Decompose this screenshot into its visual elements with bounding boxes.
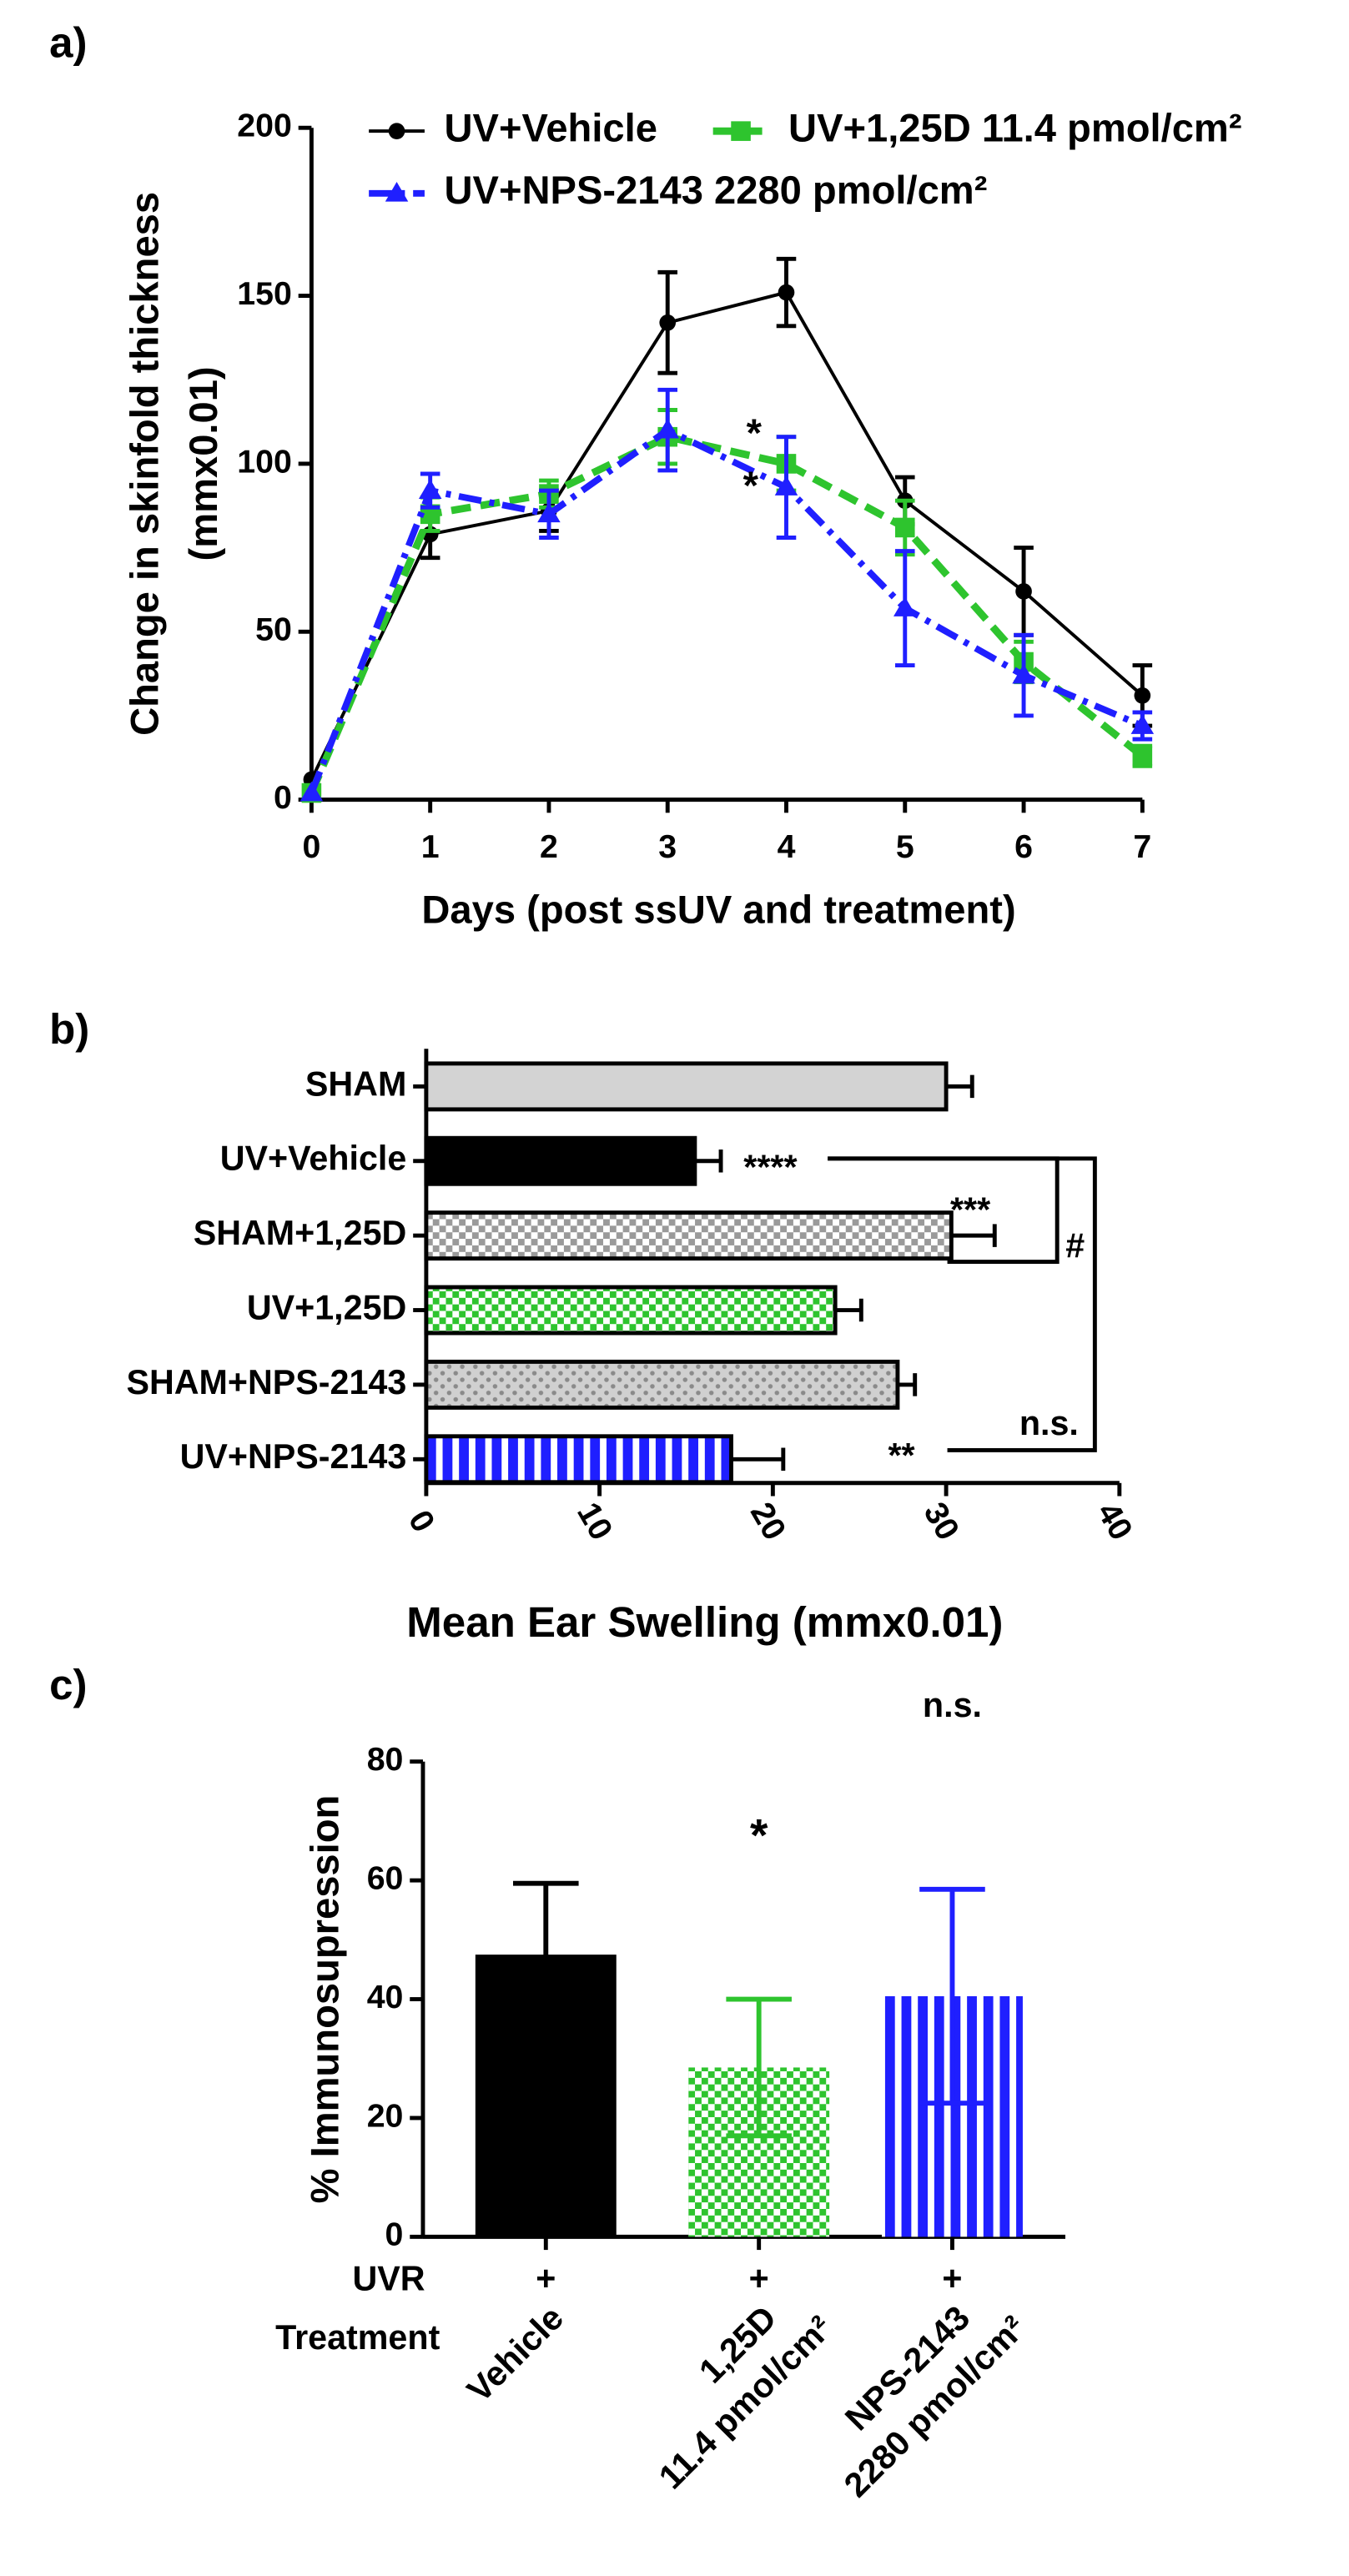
x-tick-label: 7 (1133, 828, 1151, 865)
annotation: **** (743, 1148, 798, 1186)
bar (424, 1210, 954, 1261)
bar (424, 1359, 900, 1410)
marker (659, 314, 677, 331)
x-tick-label: 1 (421, 828, 440, 865)
series-line (308, 426, 1144, 794)
y-tick-label: 20 (367, 2097, 404, 2134)
legend-label: UV+1,25D 11.4 pmol/cm² (788, 106, 1242, 150)
x-tick-label: 10 (570, 1497, 620, 1547)
bar (424, 1434, 733, 1485)
x-tick-label: Vehicle (460, 2298, 571, 2409)
row-label: UVR (353, 2259, 425, 2297)
marker (1132, 746, 1153, 767)
marker (418, 479, 442, 499)
marker (778, 284, 795, 301)
y-axis-label: (mmx0.01) (181, 366, 225, 561)
y-axis-label: % Immunosupression (302, 1795, 346, 2204)
series-line (310, 290, 1144, 781)
y-tick-label: 40 (367, 1979, 404, 2015)
marker (1012, 663, 1035, 684)
x-tick-label: 3 (658, 828, 677, 865)
x-tick-label: 40 (1090, 1497, 1140, 1547)
legend-label: UV+NPS-2143 2280 pmol/cm² (445, 168, 988, 212)
row-value: + (942, 2259, 962, 2297)
x-tick-label: 0 (401, 1504, 442, 1538)
y-tick-label: 0 (385, 2216, 404, 2253)
y-tick-label: 200 (237, 108, 292, 144)
marker (537, 502, 561, 523)
y-tick-label: UV+NPS-2143 (180, 1437, 407, 1476)
row-value: + (536, 2259, 556, 2297)
row-value: + (749, 2259, 769, 2297)
y-tick-label: 80 (367, 1741, 404, 1778)
annotation: n.s. (1019, 1404, 1079, 1442)
bar (424, 1285, 838, 1336)
x-tick-label: 2 (540, 828, 558, 865)
marker (388, 123, 405, 139)
marker (1130, 714, 1155, 734)
y-tick-label: UV+1,25D (247, 1288, 406, 1326)
x-tick-label: 30 (917, 1497, 967, 1547)
y-tick-label: 0 (274, 779, 292, 816)
panel-label: b) (49, 1005, 89, 1053)
y-tick-label: SHAM (305, 1064, 406, 1103)
bar (424, 1135, 697, 1186)
marker (1134, 687, 1151, 704)
y-tick-label: 100 (237, 443, 292, 480)
bar (424, 1061, 949, 1112)
x-axis-label: Days (post ssUV and treatment) (421, 888, 1015, 932)
y-tick-label: SHAM+1,25D (194, 1214, 407, 1252)
y-axis-label: Change in skinfold thickness (122, 192, 166, 736)
marker (385, 182, 409, 202)
marker (1015, 583, 1032, 600)
marker (894, 517, 915, 538)
x-tick-label: 4 (778, 828, 796, 865)
annotation: * (743, 463, 759, 507)
panel-label: a) (49, 18, 87, 66)
x-tick-label: 0 (302, 828, 320, 865)
annotation: * (750, 1809, 768, 1861)
marker (299, 781, 324, 802)
marker (731, 121, 751, 141)
x-axis-label: Mean Ear Swelling (mmx0.01) (406, 1598, 1003, 1646)
marker (774, 475, 798, 496)
y-tick-label: 50 (255, 611, 292, 648)
annotation: n.s. (923, 1686, 982, 1724)
row-label: Treatment (275, 2318, 440, 2357)
x-tick-label: 20 (743, 1497, 793, 1547)
annotation: ** (888, 1436, 916, 1475)
marker (893, 596, 917, 616)
series-line (308, 433, 1145, 795)
y-tick-label: 60 (367, 1859, 404, 1896)
legend-label: UV+Vehicle (445, 106, 657, 150)
y-tick-label: UV+Vehicle (220, 1140, 407, 1178)
annotation: # (1065, 1227, 1085, 1265)
marker (656, 418, 679, 439)
x-tick-label: 5 (896, 828, 914, 865)
annotation: * (747, 410, 763, 455)
panel-label: c) (49, 1661, 87, 1708)
annotation: *** (950, 1191, 991, 1230)
y-tick-label: 150 (237, 275, 292, 312)
bracket (828, 1156, 1097, 1452)
x-tick-label: 6 (1014, 828, 1033, 865)
y-tick-label: SHAM+NPS-2143 (126, 1363, 406, 1401)
